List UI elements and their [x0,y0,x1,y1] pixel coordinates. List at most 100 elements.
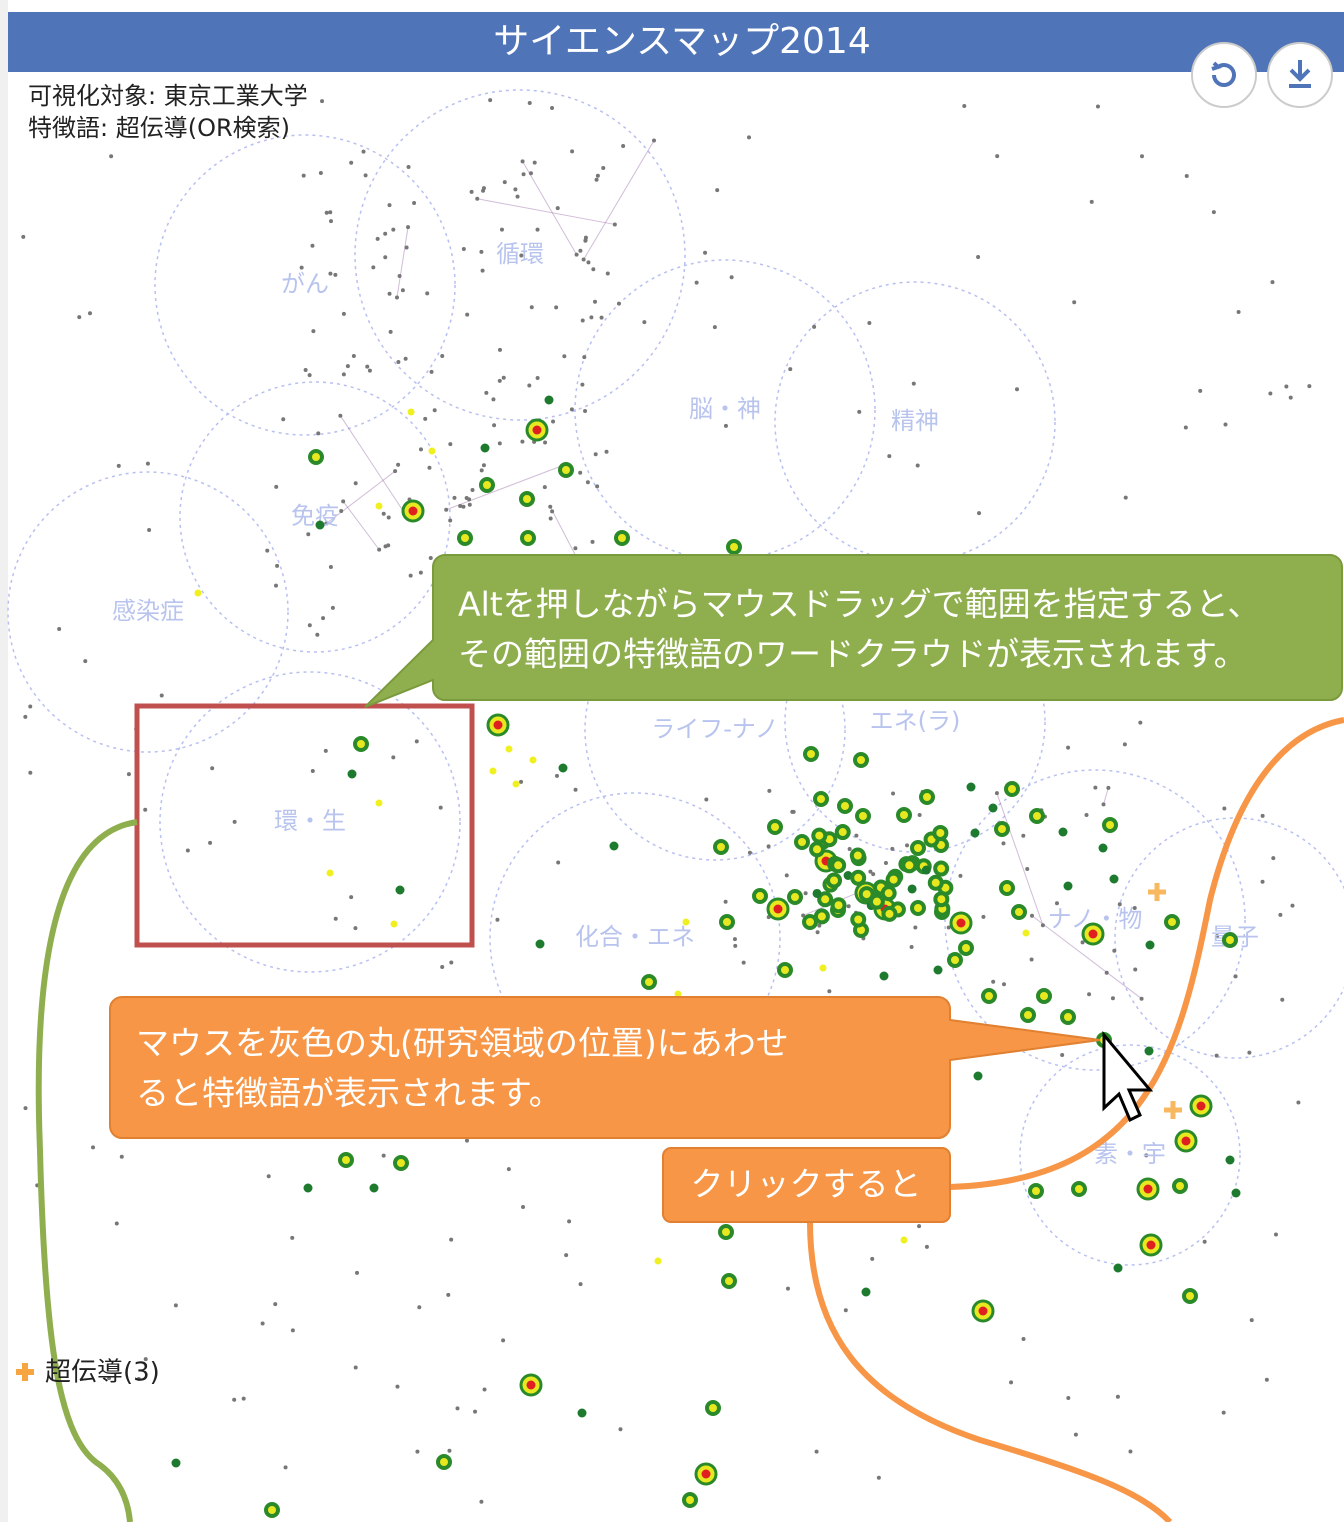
area-dot [1029,913,1034,918]
area-dot [1211,210,1216,215]
area-dot [307,373,312,378]
area-dot [324,521,329,526]
area-dot [440,964,445,969]
area-dot [1290,903,1295,908]
area-dot [395,1384,400,1389]
download-icon[interactable] [1289,60,1311,88]
area-dot [418,570,423,575]
area-dot [119,1154,124,1159]
hit-marker [947,952,963,968]
area-dot [412,200,417,205]
area-dot [88,311,93,316]
hit-marker [885,871,902,888]
reset-button[interactable] [1191,42,1257,108]
button-circle[interactable] [1191,42,1257,108]
hit-core [1146,1240,1156,1250]
plus-marker [1148,883,1166,901]
legend-label[interactable]: 超伝導(3) [45,1358,160,1388]
area-dot [464,1138,469,1143]
hit-marker [813,791,829,807]
area-dot [585,480,590,485]
hit-small [326,869,334,877]
area-dot [1270,280,1275,285]
hit-marker [1182,1288,1198,1304]
hit-marker [752,888,768,904]
hit-marker [1004,781,1020,797]
area-dot [274,484,279,489]
area-dot [529,305,534,310]
hit-small [194,589,202,597]
area-dot [581,257,586,262]
area-dot [391,227,396,232]
area-dot [475,196,480,201]
hit-core [1088,929,1098,939]
area-dot [185,848,190,853]
area-dot [1089,199,1094,204]
area-dot [578,470,583,475]
hit-marker [868,893,885,910]
hit-dot [544,395,554,405]
area-dot [491,397,496,402]
area-dot [488,98,493,103]
hit-marker [719,914,735,930]
area-dot [1066,745,1071,750]
hit-dot [907,884,917,894]
area-dot [232,819,237,824]
area-dot [583,408,588,413]
area-dot [883,861,888,866]
area-dot [147,528,152,533]
area-dot [909,944,914,949]
area-dot [341,311,346,316]
area-dot [550,509,555,514]
area-dot [784,873,789,878]
hit-marker [1060,1009,1076,1025]
hit-marker [338,1152,354,1168]
region-circle [159,671,461,973]
area-dot [1115,1394,1120,1399]
area-dot [447,1448,452,1453]
area-dot [383,255,388,260]
area-dot [1087,992,1092,997]
area-dot [548,504,553,509]
area-dot [136,1377,141,1382]
area-dot [414,739,419,744]
reset-icon[interactable] [1211,61,1236,87]
left-border [0,0,8,1522]
area-dot [341,499,346,504]
hit-marker [933,860,950,877]
area-dot [958,873,963,878]
area-dot [723,423,728,428]
area-dot [542,485,547,490]
hit-small [682,918,690,926]
area-dot [618,1427,623,1432]
area-dot [991,979,996,984]
hit-core [493,720,503,730]
hit-marker [850,911,867,928]
area-dot [109,154,114,159]
hit-dot [1063,881,1073,891]
area-dot [502,180,507,185]
area-dot [290,1235,295,1240]
area-dot [324,210,329,215]
hit-dot [315,520,325,530]
area-dot [995,154,1000,159]
hit-dot [1225,1155,1235,1165]
area-dot [732,937,737,942]
hit-marker [777,962,793,978]
hit-marker [436,1454,452,1470]
region-circle [574,259,876,561]
area-dot [208,840,213,845]
area-dot [562,354,567,359]
area-dot [550,105,555,110]
area-dot [481,463,486,468]
region-circle [154,134,456,436]
area-dot [520,159,525,164]
area-dot [394,295,399,300]
area-dot [391,755,396,760]
hit-dot [933,965,943,975]
area-dot [604,449,609,454]
download-button[interactable] [1267,42,1333,108]
area-dot [353,926,358,931]
region-label: 化合・エネ [575,923,695,951]
area-dot [527,383,532,388]
